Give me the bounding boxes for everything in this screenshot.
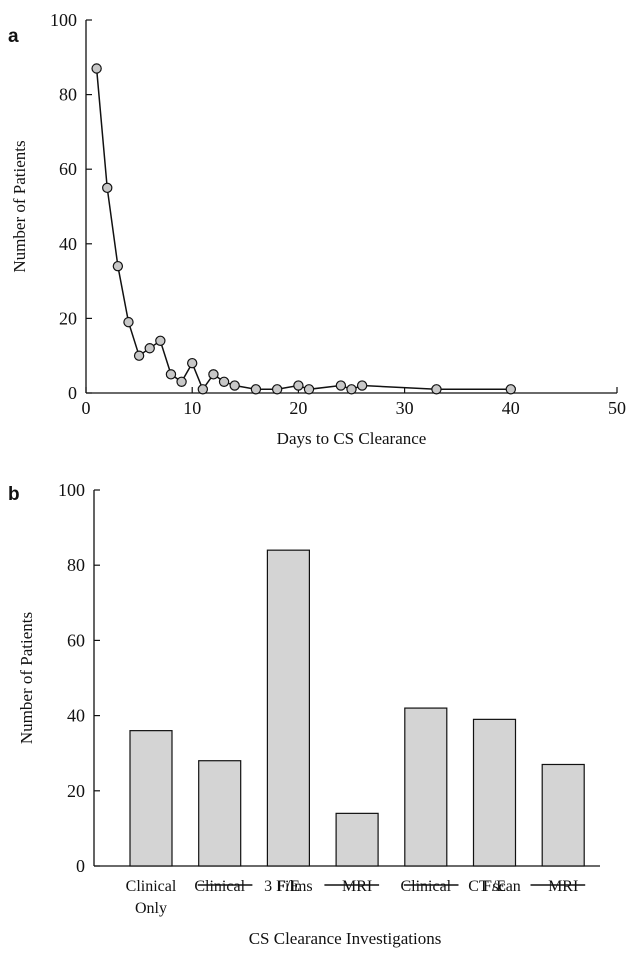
- y-tick-label: 60: [67, 630, 85, 650]
- x-tick-label: 30: [396, 398, 414, 418]
- bar: [198, 760, 242, 867]
- x-tick-label: 10: [183, 398, 201, 418]
- y-tick-label: 100: [50, 10, 77, 30]
- data-point: [335, 380, 347, 391]
- data-point: [293, 380, 304, 391]
- data-point: [133, 350, 145, 361]
- group-label: CT scan: [468, 878, 521, 895]
- x-tick-label: 0: [82, 398, 91, 418]
- bar: [472, 718, 517, 867]
- data-point: [271, 384, 283, 395]
- data-point: [197, 384, 209, 395]
- y-tick-label: 0: [68, 383, 77, 403]
- panel-b-bar-chart: b 0 20 40 60 80 100 Number of Patients Clinical O…: [8, 480, 600, 948]
- bar: [129, 730, 173, 867]
- bar: [266, 549, 310, 867]
- x-axis-label: CS Clearance Investigations: [249, 929, 442, 948]
- x-category-label: Clinical: [400, 878, 451, 895]
- y-tick-label: 40: [67, 706, 85, 726]
- data-point: [186, 357, 198, 369]
- y-tick-label: 20: [67, 781, 85, 801]
- data-point: [112, 260, 124, 272]
- data-point: [356, 380, 368, 391]
- data-point: [155, 335, 166, 346]
- panel-label-a: a: [8, 26, 19, 47]
- data-point: [144, 343, 155, 354]
- x-axis-label: Days to CS Clearance: [277, 429, 427, 448]
- x-category-label: F/E: [277, 878, 300, 895]
- panel-a-line-chart: a 0 20 40 60 80 100 0 10 20 30 40 50 Days to CS Clear…: [8, 10, 626, 448]
- data-point: [176, 376, 187, 388]
- data-point: [250, 384, 262, 395]
- data-point: [208, 369, 219, 380]
- y-tick-label: 0: [76, 856, 85, 876]
- data-point: [165, 369, 177, 380]
- data-point: [505, 384, 516, 395]
- y-tick-label: 60: [59, 159, 77, 179]
- data-point: [431, 384, 442, 395]
- y-axis-label: Number of Patients: [10, 140, 29, 272]
- bar: [404, 707, 448, 867]
- y-axis-label: Number of Patients: [17, 612, 36, 744]
- y-tick-label: 80: [59, 85, 77, 105]
- data-point: [303, 384, 315, 395]
- x-category-label: F/E: [483, 878, 506, 895]
- x-category-label: Clinical: [194, 878, 245, 895]
- group-label: 3 Films: [264, 878, 312, 895]
- x-tick-label: 40: [502, 398, 520, 418]
- y-tick-label: 80: [67, 555, 85, 575]
- data-point: [218, 376, 230, 388]
- x-category-label: Only: [135, 900, 167, 917]
- x-category-label: Clinical: [126, 878, 177, 895]
- bar: [541, 763, 585, 867]
- y-tick-label: 20: [59, 308, 77, 328]
- x-category-label: MRI: [342, 878, 372, 895]
- panel-label-b: b: [8, 484, 20, 505]
- x-category-label: MRI: [548, 878, 578, 895]
- bar: [335, 812, 379, 867]
- data-point: [229, 380, 240, 391]
- x-tick-label: 20: [289, 398, 307, 418]
- data-point: [346, 384, 357, 395]
- y-tick-label: 100: [58, 480, 85, 500]
- data-point: [123, 316, 134, 328]
- x-tick-label: 50: [608, 398, 626, 418]
- data-point: [102, 182, 113, 194]
- data-point: [91, 63, 102, 74]
- y-tick-label: 40: [59, 234, 77, 254]
